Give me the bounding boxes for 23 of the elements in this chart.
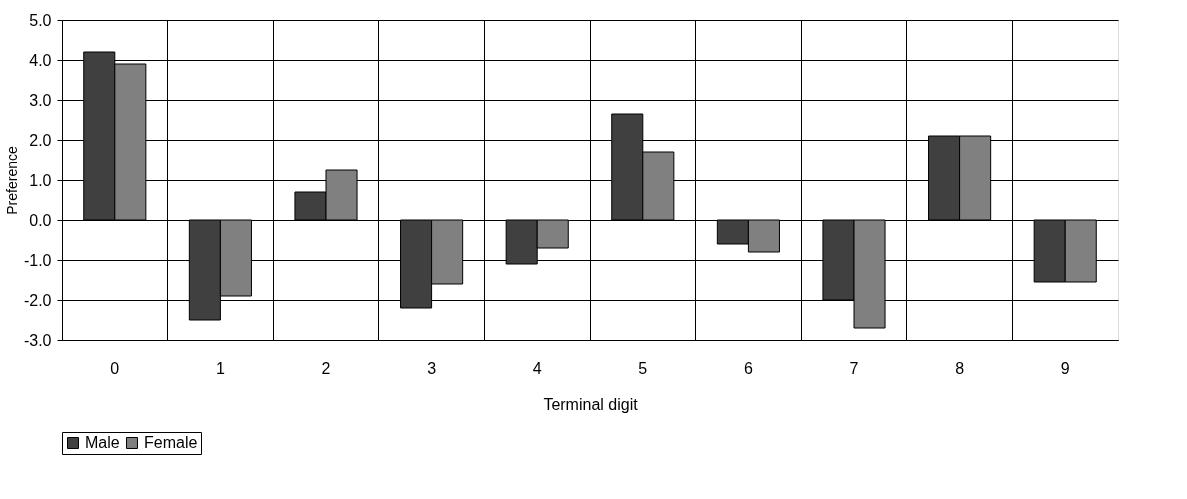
x-tick-label: 0 — [110, 359, 120, 377]
y-tick-label: -2.0 — [23, 291, 52, 309]
y-tick-label: 5.0 — [29, 11, 52, 29]
y-tick-label: 4.0 — [29, 51, 52, 69]
x-tick-label: 5 — [638, 359, 648, 377]
y-tick-label: -3.0 — [23, 331, 52, 349]
x-axis-title: Terminal digit — [543, 395, 639, 413]
y-tick-label: -1.0 — [23, 251, 52, 269]
x-tick-label: 6 — [743, 359, 753, 377]
y-tick-label: 0.0 — [29, 211, 52, 229]
y-tick-label: 1.0 — [29, 171, 52, 189]
x-tick-label: 3 — [427, 359, 437, 377]
x-tick-label: 1 — [215, 359, 225, 377]
legend-label: Male — [85, 434, 120, 451]
x-tick-label: 7 — [849, 359, 859, 377]
x-tick-label: 4 — [532, 359, 542, 377]
y-tick-label: 2.0 — [29, 131, 52, 149]
x-tick-label: 9 — [1060, 359, 1070, 377]
y-tick-label: 3.0 — [29, 91, 52, 109]
legend-label: Female — [144, 434, 198, 451]
x-tick-label: 8 — [955, 359, 965, 377]
x-tick-label: 2 — [321, 359, 331, 377]
y-axis-title: Preference — [3, 146, 20, 215]
